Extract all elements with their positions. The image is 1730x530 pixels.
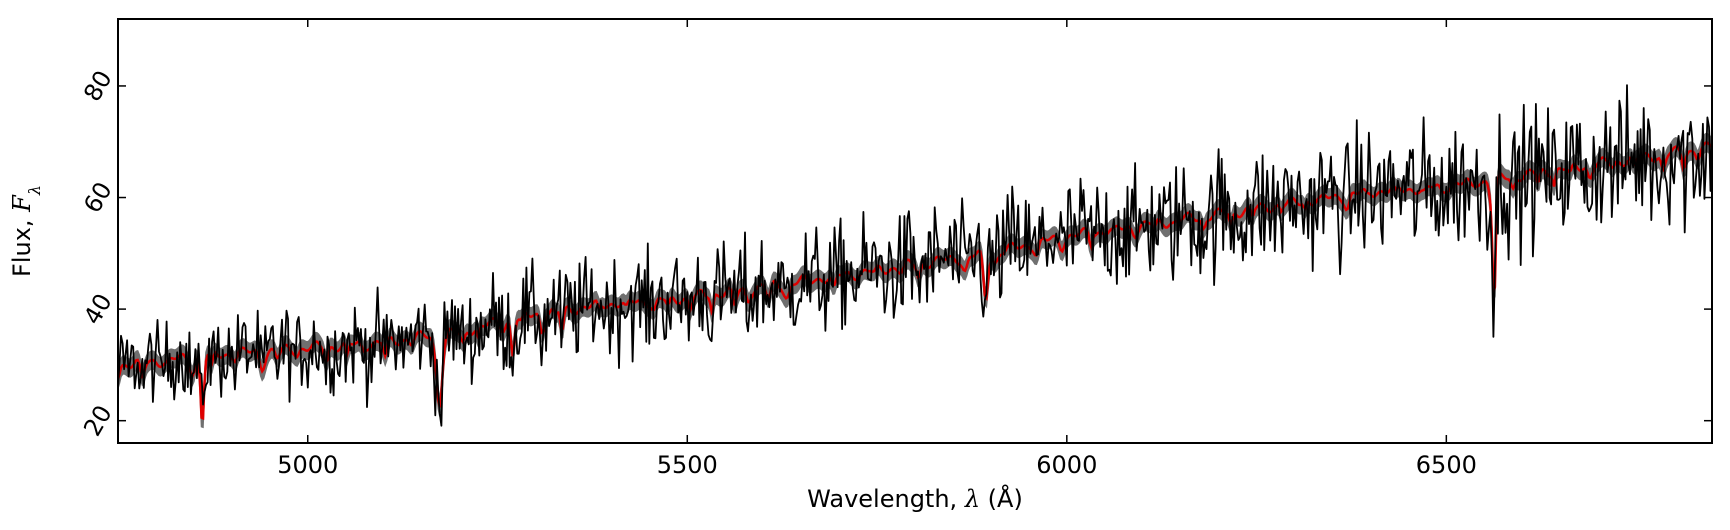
x-tick-label: 6000: [1036, 451, 1097, 479]
x-axis-ticks: 5000 5500 6000 6500: [277, 19, 1477, 479]
x-axis-label: Wavelength, λ (Å): [807, 484, 1023, 513]
x-tick-label: 6500: [1416, 451, 1477, 479]
y-axis-ticks: 20 40 60 80: [78, 66, 1712, 441]
y-tick-label: 20: [78, 400, 118, 440]
plot-area: [118, 84, 1712, 429]
x-tick-label: 5500: [657, 451, 718, 479]
x-axis-label-suffix: (Å): [980, 484, 1023, 513]
axes-frame: [117, 18, 1713, 444]
y-axis-label: Flux, Fλ: [8, 185, 44, 277]
y-axis-label-symbol: F: [8, 194, 36, 213]
observed-spectrum-line: [118, 84, 1712, 427]
y-tick-label: 80: [78, 66, 118, 106]
y-tick-label: 40: [78, 289, 118, 329]
x-axis-label-symbol: λ: [964, 485, 980, 513]
y-tick-label: 60: [78, 177, 118, 217]
x-axis-label-prefix: Wavelength,: [807, 485, 965, 513]
y-axis-label-subscript: λ: [25, 185, 44, 196]
x-tick-label: 5000: [277, 451, 338, 479]
y-axis-label-prefix: Flux,: [8, 212, 36, 277]
